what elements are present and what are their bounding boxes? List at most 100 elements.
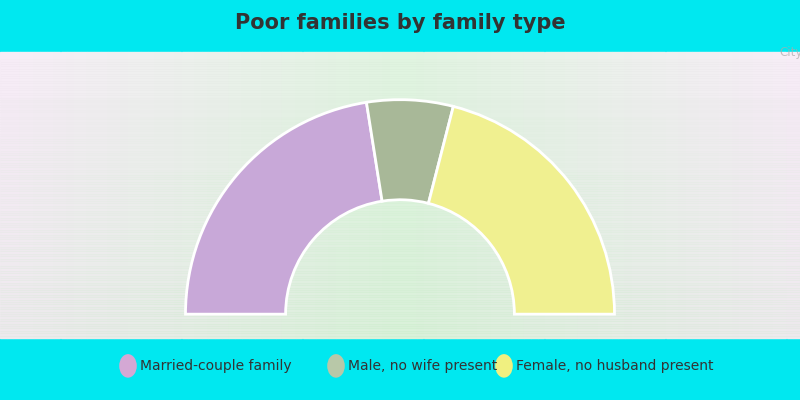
Bar — [403, 52, 410, 338]
Bar — [766, 52, 773, 338]
Bar — [242, 52, 249, 338]
Text: City-Data.com: City-Data.com — [779, 46, 800, 59]
Bar — [343, 52, 350, 338]
Bar — [0, 69, 800, 71]
Bar — [0, 230, 800, 232]
Bar — [0, 93, 800, 95]
Bar — [0, 179, 800, 182]
Bar — [0, 264, 800, 266]
Bar — [0, 266, 800, 268]
Bar — [370, 52, 377, 338]
Bar — [296, 52, 302, 338]
Bar — [0, 189, 800, 191]
Bar — [0, 59, 800, 62]
Wedge shape — [429, 106, 614, 314]
Bar — [478, 52, 484, 338]
Bar — [0, 177, 800, 179]
Bar — [316, 52, 322, 338]
Bar — [713, 52, 719, 338]
Bar — [0, 307, 800, 309]
Bar — [0, 102, 800, 105]
Bar — [457, 52, 464, 338]
Ellipse shape — [327, 354, 345, 378]
Bar — [0, 78, 800, 81]
Wedge shape — [366, 100, 454, 203]
Bar — [0, 98, 800, 100]
Bar — [0, 148, 800, 150]
Bar — [0, 259, 800, 261]
Bar — [0, 280, 800, 283]
Bar — [322, 52, 330, 338]
Bar — [0, 143, 800, 146]
Bar — [0, 256, 800, 259]
Bar — [229, 52, 235, 338]
Bar — [282, 52, 289, 338]
Bar — [195, 52, 202, 338]
Bar — [0, 129, 800, 131]
Bar — [94, 52, 101, 338]
Bar — [0, 273, 800, 276]
Bar — [0, 206, 800, 208]
Bar — [693, 52, 699, 338]
Bar — [417, 52, 423, 338]
Bar — [269, 52, 275, 338]
Bar — [484, 52, 490, 338]
Bar — [0, 95, 800, 98]
Bar — [632, 52, 638, 338]
Bar — [0, 105, 800, 107]
Bar — [0, 249, 800, 252]
Bar — [591, 52, 598, 338]
Bar — [0, 319, 800, 321]
Bar — [0, 237, 800, 240]
Bar — [81, 52, 87, 338]
Bar — [0, 124, 800, 126]
Bar — [0, 328, 800, 331]
Bar — [0, 316, 800, 319]
Bar — [182, 52, 188, 338]
Text: Married-couple family: Married-couple family — [140, 359, 292, 373]
Bar — [148, 52, 154, 338]
Bar — [0, 290, 800, 292]
Bar — [518, 52, 524, 338]
Bar — [686, 52, 692, 338]
Bar — [154, 52, 162, 338]
Bar — [0, 174, 800, 177]
Bar — [67, 52, 74, 338]
Bar — [464, 52, 470, 338]
Bar — [0, 165, 800, 167]
Bar — [605, 52, 612, 338]
Bar — [0, 134, 800, 136]
Bar — [0, 208, 800, 211]
Bar — [0, 187, 800, 189]
Bar — [0, 155, 800, 158]
Bar — [162, 52, 168, 338]
Bar — [760, 52, 766, 338]
Bar — [706, 52, 713, 338]
Bar — [0, 170, 800, 172]
Bar — [470, 52, 478, 338]
Bar — [289, 52, 296, 338]
Bar — [356, 52, 363, 338]
Bar — [302, 52, 309, 338]
Bar — [0, 136, 800, 138]
Bar — [0, 100, 800, 102]
Bar — [746, 52, 753, 338]
Bar — [672, 52, 679, 338]
Ellipse shape — [119, 354, 137, 378]
Bar — [336, 52, 343, 338]
Bar — [0, 336, 800, 338]
Bar — [0, 71, 800, 74]
Bar — [188, 52, 195, 338]
Bar — [87, 52, 94, 338]
Bar — [0, 110, 800, 112]
Bar — [410, 52, 417, 338]
Bar — [0, 81, 800, 83]
Bar — [0, 297, 800, 300]
Bar — [0, 271, 800, 273]
Bar — [14, 52, 20, 338]
Bar — [168, 52, 174, 338]
Bar — [0, 160, 800, 162]
Bar — [0, 112, 800, 114]
Bar — [545, 52, 551, 338]
Bar — [0, 172, 800, 174]
